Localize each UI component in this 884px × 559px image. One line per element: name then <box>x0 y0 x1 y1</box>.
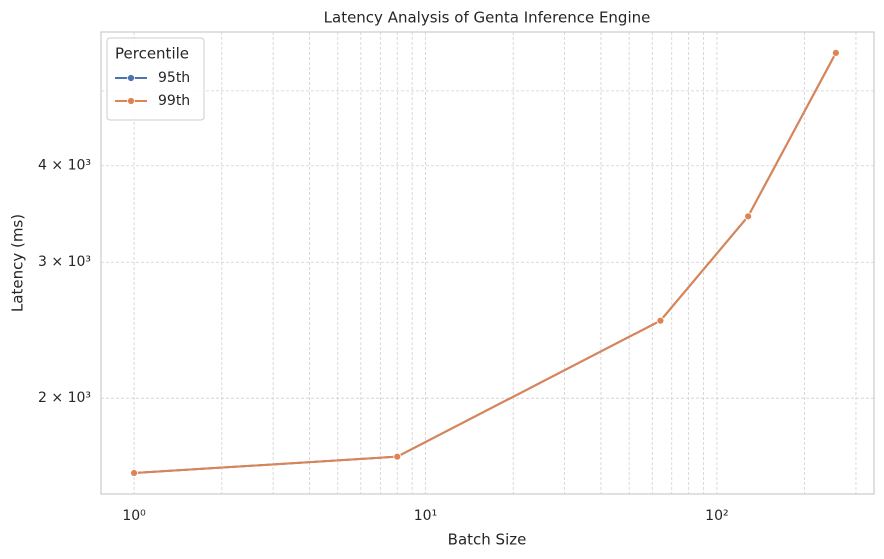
x-tick-label: 10⁰ <box>122 508 146 524</box>
legend-title: Percentile <box>115 45 189 63</box>
legend: Percentile 95th 99th <box>106 37 205 121</box>
legend-marker <box>127 74 135 82</box>
plot-frame <box>100 31 875 495</box>
data-point <box>130 469 138 477</box>
data-point <box>744 212 753 221</box>
data-point <box>656 316 665 325</box>
legend-label: 95th <box>158 70 190 86</box>
y-tick-label: 3 × 10³ <box>38 254 91 270</box>
legend-marker <box>127 97 135 105</box>
chart-title: Latency Analysis of Genta Inference Engi… <box>324 9 651 27</box>
legend-label: 99th <box>158 93 190 109</box>
x-tick-label: 10¹ <box>414 508 437 524</box>
x-axis-label: Batch Size <box>448 531 527 549</box>
y-tick-label: 4 × 10³ <box>38 158 91 174</box>
series-line <box>134 52 837 475</box>
data-point <box>393 452 402 461</box>
y-tick-label: 2 × 10³ <box>38 390 91 406</box>
x-tick-label: 10² <box>705 508 728 524</box>
data-point <box>831 48 840 57</box>
series-line <box>134 52 837 475</box>
y-axis-label: Latency (ms) <box>9 214 27 312</box>
